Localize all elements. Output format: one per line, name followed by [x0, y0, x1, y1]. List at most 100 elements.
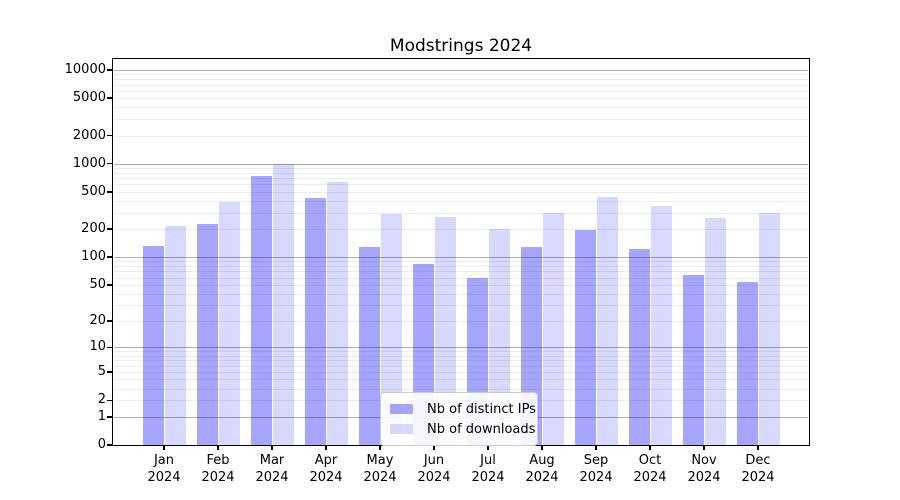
bar-downloads: [489, 229, 510, 445]
y-tick-label: 200: [81, 221, 106, 237]
legend-swatch-downloads: [390, 424, 413, 434]
y-tick-label: 10000: [64, 62, 106, 77]
bar-distinct-ips: [629, 249, 650, 445]
x-tick: [433, 446, 435, 450]
y-tick-label: 20: [89, 313, 106, 329]
minor-gridline: [114, 293, 808, 295]
y-tick: [107, 69, 112, 71]
y-tick-label: 500: [81, 183, 106, 199]
x-tick-label: Feb 2024: [201, 453, 235, 485]
minor-gridline: [114, 172, 808, 174]
y-tick: [107, 162, 112, 165]
bar-downloads: [165, 226, 186, 445]
x-tick-label: Jul 2024: [471, 453, 505, 485]
x-tick: [487, 446, 489, 450]
y-tick-label: 0: [97, 437, 106, 452]
minor-gridline: [114, 135, 808, 137]
bar-distinct-ips: [305, 197, 326, 445]
x-tick: [757, 446, 759, 450]
minor-gridline: [114, 107, 808, 109]
y-tick: [107, 399, 112, 402]
legend: Nb of distinct IPs Nb of downloads: [380, 392, 538, 446]
legend-item-distinct-ips: Nb of distinct IPs: [390, 399, 536, 419]
minor-gridline: [114, 284, 808, 286]
x-tick: [649, 446, 651, 450]
legend-label-downloads: Nb of downloads: [427, 421, 536, 437]
x-tick: [595, 446, 597, 450]
x-tick-label: May 2024: [363, 453, 397, 485]
y-tick: [107, 416, 112, 418]
x-tick: [271, 446, 273, 450]
y-tick-label: 2000: [72, 127, 106, 143]
minor-gridline: [114, 74, 808, 76]
y-tick-label: 1: [97, 408, 106, 424]
y-tick: [107, 191, 112, 193]
minor-gridline: [114, 229, 808, 231]
minor-gridline: [114, 191, 808, 193]
y-tick: [107, 371, 112, 373]
legend-swatch-distinct-ips: [390, 404, 413, 414]
y-tick-label: 50: [89, 276, 106, 292]
x-tick-label: Jun 2024: [417, 453, 451, 485]
x-tick-label: Nov 2024: [687, 453, 721, 485]
x-tick-label: Sep 2024: [579, 453, 613, 485]
legend-item-downloads: Nb of downloads: [390, 419, 535, 439]
bar-downloads: [327, 181, 348, 445]
bar-downloads: [435, 217, 456, 445]
x-tick-label: Jan 2024: [147, 453, 181, 485]
bar-downloads: [273, 163, 294, 445]
y-tick: [107, 228, 112, 230]
bar-downloads: [381, 214, 402, 445]
y-tick-label: 5000: [72, 90, 106, 106]
bar-downloads: [219, 201, 240, 445]
minor-gridline: [114, 200, 808, 202]
bar-distinct-ips: [575, 230, 596, 445]
y-tick: [107, 97, 112, 99]
bar-downloads: [705, 218, 726, 445]
y-tick-label: 5: [97, 364, 106, 380]
minor-gridline: [114, 271, 808, 273]
major-gridline: [114, 70, 808, 71]
minor-gridline: [114, 178, 808, 180]
chart-title: Modstrings 2024: [389, 36, 533, 56]
x-tick: [541, 446, 543, 450]
minor-gridline: [114, 119, 808, 120]
x-tick-label: Aug 2024: [525, 453, 559, 485]
minor-gridline: [114, 379, 808, 381]
x-tick-label: Mar 2024: [255, 453, 289, 485]
bar-downloads: [543, 212, 564, 445]
minor-gridline: [114, 261, 808, 263]
minor-gridline: [114, 98, 808, 100]
bar-downloads: [597, 197, 618, 445]
major-gridline: [114, 347, 808, 349]
x-tick-label: Oct 2024: [633, 453, 667, 485]
minor-gridline: [114, 212, 808, 214]
minor-gridline: [114, 277, 808, 279]
minor-gridline: [114, 360, 808, 362]
x-tick-label: Dec 2024: [741, 453, 775, 485]
bar-distinct-ips: [359, 247, 380, 445]
y-tick: [107, 134, 112, 137]
y-tick: [107, 320, 112, 322]
y-tick-label: 2: [97, 392, 106, 408]
x-tick: [703, 446, 705, 450]
minor-gridline: [114, 305, 808, 307]
bar-distinct-ips: [251, 175, 272, 445]
legend-label-distinct-ips: Nb of distinct IPs: [427, 401, 536, 417]
minor-gridline: [114, 388, 808, 390]
minor-gridline: [114, 355, 808, 357]
x-tick: [325, 446, 327, 450]
y-tick: [107, 444, 112, 446]
minor-gridline: [114, 79, 808, 81]
x-tick: [379, 446, 381, 450]
major-gridline: [114, 257, 808, 259]
y-tick: [107, 256, 112, 258]
major-gridline: [114, 163, 808, 165]
bar-downloads: [759, 213, 780, 445]
minor-gridline: [114, 351, 808, 353]
bar-distinct-ips: [197, 224, 218, 445]
bar-downloads: [651, 205, 672, 445]
minor-gridline: [114, 266, 808, 268]
minor-gridline: [114, 321, 808, 323]
